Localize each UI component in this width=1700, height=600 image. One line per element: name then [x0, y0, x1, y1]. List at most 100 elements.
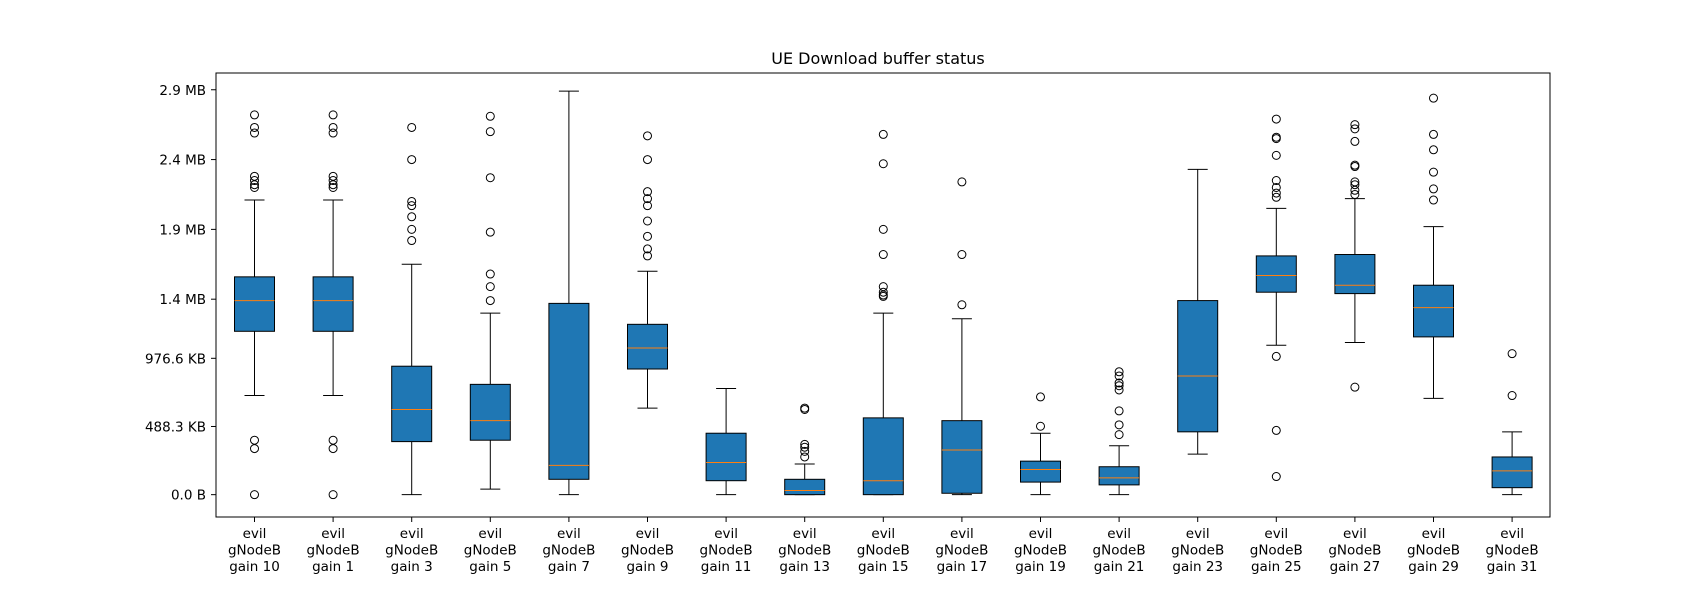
x-tick-label-line: evil — [1422, 526, 1446, 542]
box-iqr — [784, 478, 826, 496]
x-tick-label-line: evil — [321, 526, 345, 542]
box-group — [469, 111, 511, 490]
outlier-point — [1429, 195, 1438, 205]
box-group — [1413, 93, 1454, 399]
outlier-point — [1350, 382, 1360, 392]
box-iqr — [705, 432, 747, 482]
y-tick-label: 1.9 MB — [159, 222, 206, 238]
outlier-point — [1114, 430, 1124, 440]
box-group — [1177, 168, 1219, 455]
x-tick-label-line: gNodeB — [1486, 543, 1539, 559]
x-tick-label-line: gain 10 — [229, 559, 280, 575]
y-tick-label: 0.0 B — [171, 488, 206, 504]
outlier-point — [800, 446, 810, 456]
outlier-point — [1036, 392, 1045, 402]
outlier-point — [1271, 132, 1281, 142]
outlier-point — [250, 490, 259, 500]
x-tick-label-line: gNodeB — [857, 543, 910, 559]
x-tick-label-line: gNodeB — [228, 543, 281, 559]
box-group — [1020, 392, 1061, 496]
x-tick-label: evil gNodeB gain 1 — [307, 526, 360, 575]
x-tick-label-line: gain 7 — [548, 559, 590, 575]
x-tick-label-line: evil — [1029, 526, 1053, 542]
x-tick-label-line: gNodeB — [700, 543, 753, 559]
x-tick-label: evil gNodeB gain 27 — [1328, 526, 1381, 575]
outlier-point — [643, 201, 652, 211]
x-tick-label: evil gNodeB gain 17 — [935, 526, 988, 575]
x-tick-label-line: evil — [1186, 526, 1210, 542]
box-group — [1491, 349, 1533, 496]
outlier-point — [643, 251, 652, 261]
box-iqr — [1098, 466, 1140, 486]
outlier-point — [485, 173, 495, 183]
x-tick-label: evil gNodeB gain 10 — [228, 526, 281, 575]
outlier-point — [1271, 150, 1281, 160]
outlier-point — [485, 296, 495, 306]
x-tick-label-line: evil — [243, 526, 267, 542]
outlier-point — [800, 442, 810, 452]
outlier-point — [250, 182, 259, 192]
box-iqr — [548, 302, 590, 480]
outlier-point — [1350, 160, 1360, 170]
outlier-point — [1350, 180, 1360, 190]
outlier-point — [1350, 189, 1360, 199]
x-tick-label: evil gNodeB gain 7 — [542, 526, 595, 575]
x-tick-label: evil gNodeB gain 29 — [1407, 526, 1460, 575]
outlier-point — [643, 187, 652, 197]
boxes-layer — [234, 90, 1533, 500]
outlier-point — [485, 282, 495, 292]
outlier-point — [1271, 114, 1281, 124]
x-tick-label-line: gain 1 — [312, 559, 354, 575]
box-iqr — [941, 420, 983, 494]
box-group — [1334, 120, 1376, 392]
outlier-point — [878, 282, 888, 292]
outlier-point — [1507, 349, 1517, 359]
x-tick-label: evil gNodeB gain 11 — [700, 526, 753, 575]
box-iqr — [1255, 255, 1297, 293]
box-group — [627, 131, 668, 409]
box-iqr — [1491, 456, 1533, 489]
x-tick-label-line: gNodeB — [1171, 543, 1224, 559]
outlier-point — [643, 231, 652, 241]
x-tick-label-line: gain 9 — [626, 559, 668, 575]
outlier-point — [878, 159, 888, 169]
outlier-point — [1429, 167, 1438, 177]
x-tick-label-line: gain 27 — [1330, 559, 1381, 575]
outlier-point — [1271, 182, 1281, 192]
box-iqr — [312, 276, 354, 332]
y-tick-label: 488.3 KB — [145, 419, 206, 435]
outlier-point — [1350, 136, 1360, 146]
outlier-point — [1271, 176, 1281, 186]
x-tick-label-line: evil — [793, 526, 817, 542]
outlier-point — [1114, 378, 1124, 388]
x-tick-label-line: gain 15 — [858, 559, 909, 575]
box-group — [391, 122, 433, 496]
outlier-point — [250, 122, 259, 132]
outlier-point — [878, 224, 888, 234]
outlier-point — [643, 131, 652, 141]
outlier-point — [485, 127, 495, 137]
outlier-point — [1271, 351, 1281, 361]
outlier-point — [643, 194, 652, 204]
box-iqr — [862, 417, 904, 496]
outlier-point — [485, 111, 495, 121]
x-tick-label-line: evil — [950, 526, 974, 542]
x-tick-label-line: gNodeB — [778, 543, 831, 559]
outlier-point — [643, 216, 652, 226]
x-tick-label-line: gain 11 — [701, 559, 752, 575]
outlier-point — [1350, 177, 1360, 187]
outlier-point — [328, 171, 338, 181]
box-iqr — [1177, 300, 1219, 433]
box-iqr — [1413, 284, 1454, 338]
outlier-point — [250, 171, 259, 181]
outlier-point — [800, 452, 810, 462]
outlier-point — [1429, 145, 1438, 155]
outlier-point — [328, 110, 338, 120]
outlier-point — [1271, 192, 1281, 202]
outlier-point — [1271, 188, 1281, 198]
chart-title: UE Download buffer status — [771, 49, 985, 68]
outlier-point — [407, 201, 417, 211]
outlier-point — [1114, 385, 1124, 395]
outlier-point — [407, 155, 417, 165]
